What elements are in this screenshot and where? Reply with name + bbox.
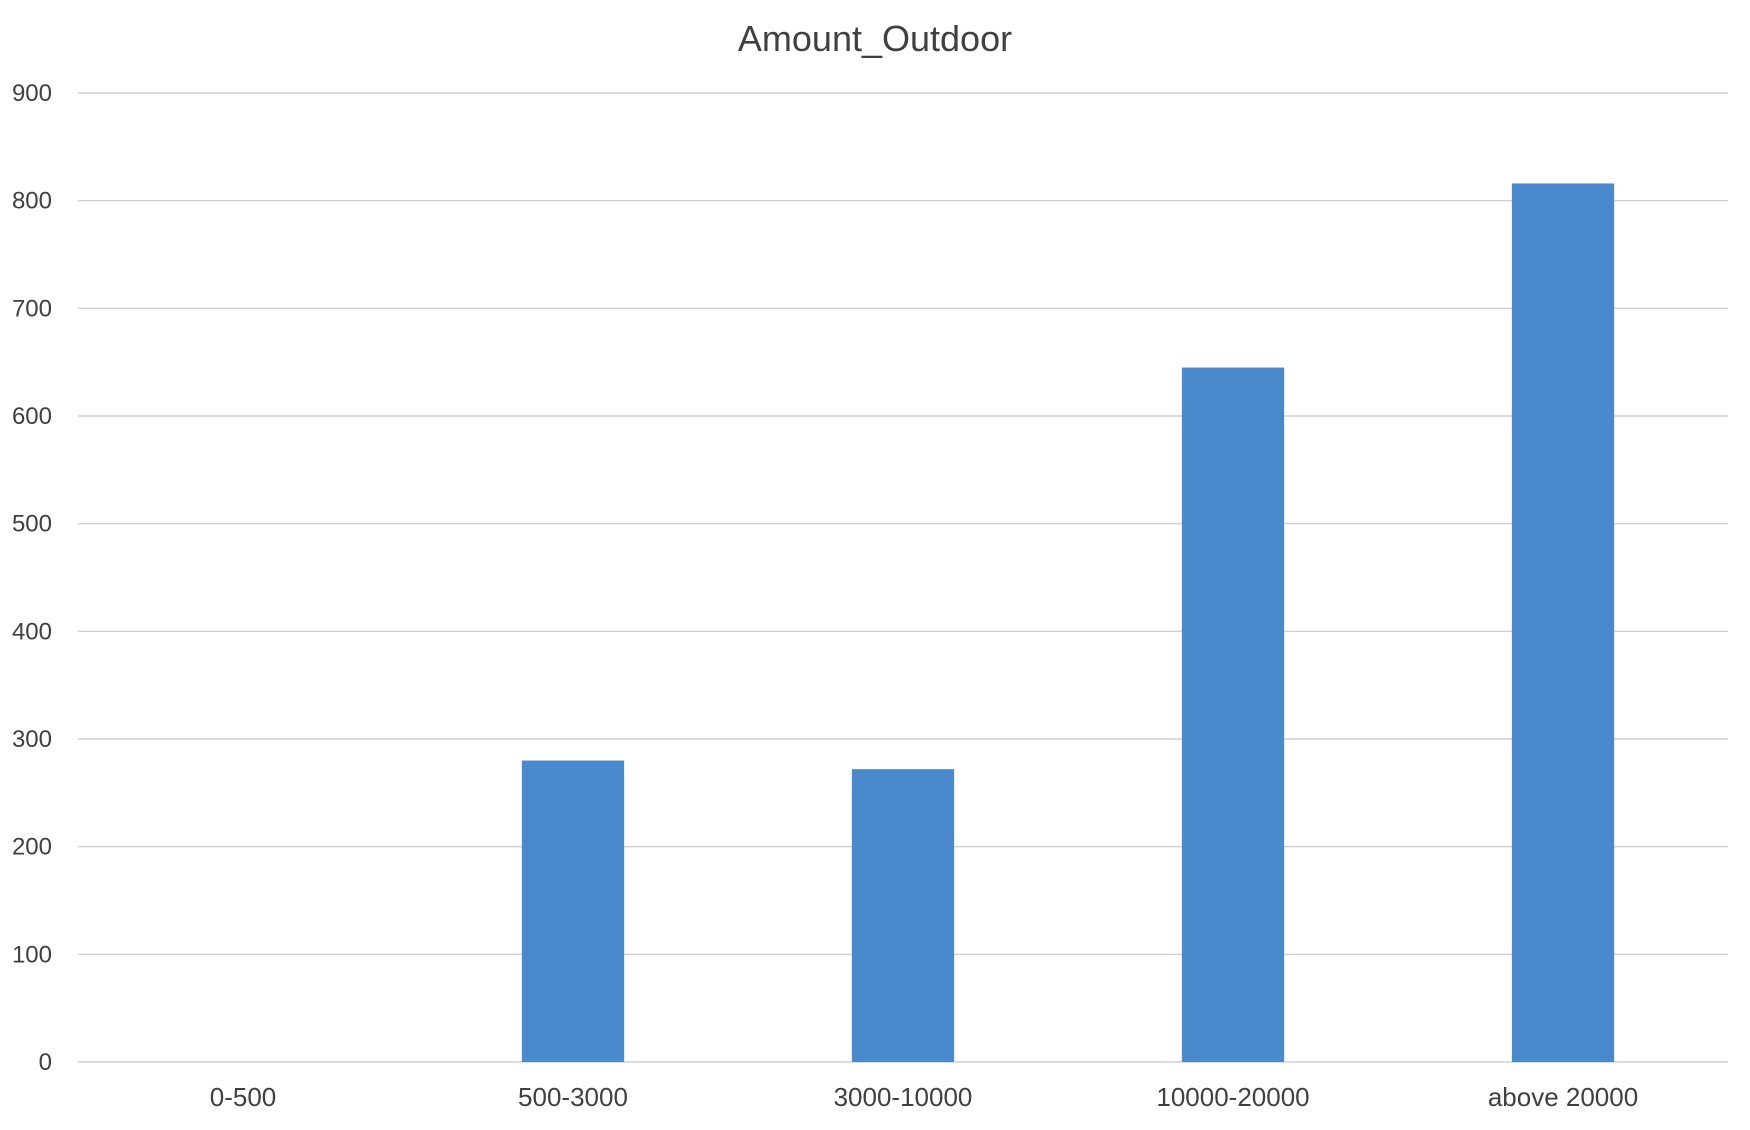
y-tick-label: 700	[12, 295, 52, 322]
x-tick-label: above 20000	[1488, 1082, 1638, 1112]
y-tick-label: 500	[12, 511, 52, 538]
x-tick-label: 500-3000	[518, 1082, 628, 1112]
bars	[521, 183, 1615, 1062]
chart-title: Amount_Outdoor	[737, 18, 1013, 59]
y-tick-label: 0	[39, 1049, 52, 1076]
x-tick-label: 0-500	[210, 1082, 277, 1112]
y-tick-label: 900	[12, 80, 52, 107]
bar-10000-20000	[1181, 367, 1285, 1062]
y-tick-label: 800	[12, 188, 52, 215]
bar-above-20000	[1511, 183, 1615, 1062]
y-tick-label: 100	[12, 941, 52, 968]
x-axis-ticks: 0-500 500-3000 3000-10000 10000-20000 above …	[210, 1082, 1638, 1112]
y-tick-label: 600	[12, 403, 52, 430]
y-tick-label: 400	[12, 618, 52, 645]
y-tick-label: 200	[12, 834, 52, 861]
bar-500-3000	[521, 760, 625, 1062]
bar-3000-10000	[851, 769, 955, 1062]
x-tick-label: 10000-20000	[1156, 1082, 1309, 1112]
y-tick-label: 300	[12, 726, 52, 753]
x-tick-label: 3000-10000	[834, 1082, 973, 1112]
y-axis-ticks: 0 100 200 300 400 500 600 700 800 900	[12, 80, 52, 1076]
